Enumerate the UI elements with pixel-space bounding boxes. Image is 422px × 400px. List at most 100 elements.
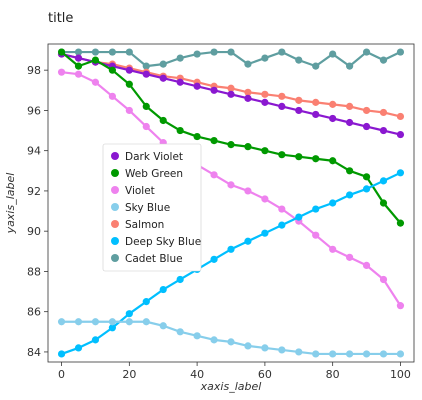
data-point bbox=[312, 98, 320, 106]
x-tick-label: 100 bbox=[390, 368, 411, 381]
x-tick-label: 20 bbox=[122, 368, 136, 381]
y-tick-label: 92 bbox=[27, 185, 41, 198]
data-point bbox=[244, 342, 252, 350]
legend-marker bbox=[111, 220, 119, 228]
data-point bbox=[346, 167, 354, 175]
x-tick-label: 40 bbox=[190, 368, 204, 381]
data-point bbox=[227, 141, 235, 149]
data-point bbox=[142, 318, 150, 326]
data-point bbox=[176, 328, 184, 336]
legend-label: Cadet Blue bbox=[125, 253, 183, 265]
data-point bbox=[227, 90, 235, 98]
data-point bbox=[57, 48, 66, 56]
data-point bbox=[295, 153, 303, 161]
x-axis-title: xaxis_label bbox=[200, 380, 262, 393]
data-point bbox=[244, 94, 252, 102]
data-point bbox=[227, 338, 235, 346]
series-salmon bbox=[57, 50, 405, 121]
series-sky-blue bbox=[57, 318, 405, 358]
legend-marker bbox=[111, 203, 119, 211]
data-point bbox=[295, 213, 303, 221]
data-point bbox=[278, 205, 286, 213]
data-point bbox=[346, 118, 354, 127]
data-point bbox=[312, 110, 320, 119]
data-point bbox=[91, 48, 100, 56]
data-point bbox=[227, 181, 235, 189]
data-point bbox=[193, 132, 201, 141]
y-axis-title: yaxis_label bbox=[4, 173, 17, 235]
data-point bbox=[210, 137, 218, 145]
data-point bbox=[57, 318, 66, 326]
data-point bbox=[278, 92, 286, 100]
data-point bbox=[193, 50, 201, 58]
data-point bbox=[125, 80, 133, 88]
legend-label: Violet bbox=[125, 185, 155, 197]
data-point bbox=[278, 48, 286, 56]
legend-label: Sky Blue bbox=[125, 202, 170, 214]
data-point bbox=[159, 116, 167, 125]
y-axis: 84 86 88 90 92 94 96 98 bbox=[27, 64, 48, 359]
legend-box bbox=[102, 143, 202, 272]
y-tick-label: 98 bbox=[27, 64, 41, 77]
data-point bbox=[142, 298, 150, 306]
data-point bbox=[329, 114, 337, 123]
data-point bbox=[142, 102, 150, 110]
data-point bbox=[227, 245, 235, 253]
legend-marker bbox=[111, 254, 119, 262]
data-point bbox=[312, 350, 320, 358]
data-point bbox=[396, 48, 405, 56]
x-tick-label: 0 bbox=[58, 368, 65, 381]
data-point bbox=[176, 126, 184, 135]
data-point bbox=[278, 346, 286, 354]
data-point bbox=[159, 60, 167, 68]
data-point bbox=[278, 221, 286, 229]
data-point bbox=[125, 66, 133, 74]
data-point bbox=[108, 48, 116, 56]
data-point bbox=[295, 348, 303, 356]
series-web-green bbox=[57, 48, 405, 227]
y-tick-label: 90 bbox=[27, 225, 41, 238]
x-axis: 0 20 40 60 80 100 bbox=[58, 362, 411, 381]
data-point bbox=[176, 78, 184, 86]
data-point bbox=[362, 261, 371, 269]
data-point bbox=[261, 344, 269, 352]
data-point bbox=[210, 86, 218, 94]
data-point bbox=[346, 253, 354, 261]
data-point bbox=[227, 48, 235, 56]
data-point bbox=[244, 187, 252, 195]
data-point bbox=[91, 336, 100, 344]
data-point bbox=[108, 92, 116, 100]
data-point bbox=[159, 74, 167, 82]
data-point bbox=[176, 54, 184, 62]
data-point bbox=[74, 344, 83, 352]
chart-title: title bbox=[48, 11, 73, 26]
y-tick-label: 88 bbox=[27, 265, 41, 278]
legend-label: Dark Violet bbox=[125, 151, 183, 163]
data-point bbox=[312, 62, 320, 70]
data-point bbox=[329, 350, 337, 358]
data-point bbox=[74, 54, 83, 62]
legend-marker bbox=[111, 152, 119, 160]
data-point bbox=[329, 100, 337, 108]
data-point bbox=[261, 54, 269, 62]
data-point bbox=[261, 229, 269, 237]
data-point bbox=[295, 96, 303, 104]
y-tick-label: 94 bbox=[27, 145, 41, 158]
data-point bbox=[142, 122, 150, 131]
data-point bbox=[362, 122, 371, 131]
data-point bbox=[379, 275, 388, 284]
data-point bbox=[244, 237, 252, 245]
data-point bbox=[57, 350, 66, 358]
data-point bbox=[210, 48, 218, 56]
data-point bbox=[91, 318, 100, 326]
data-point bbox=[244, 88, 252, 96]
data-point bbox=[227, 84, 235, 92]
series-dark-violet bbox=[57, 50, 405, 139]
data-point bbox=[329, 157, 337, 165]
data-point bbox=[295, 106, 303, 115]
data-point bbox=[278, 102, 286, 110]
data-point bbox=[329, 50, 337, 58]
data-point bbox=[362, 350, 371, 358]
data-point bbox=[329, 199, 337, 207]
